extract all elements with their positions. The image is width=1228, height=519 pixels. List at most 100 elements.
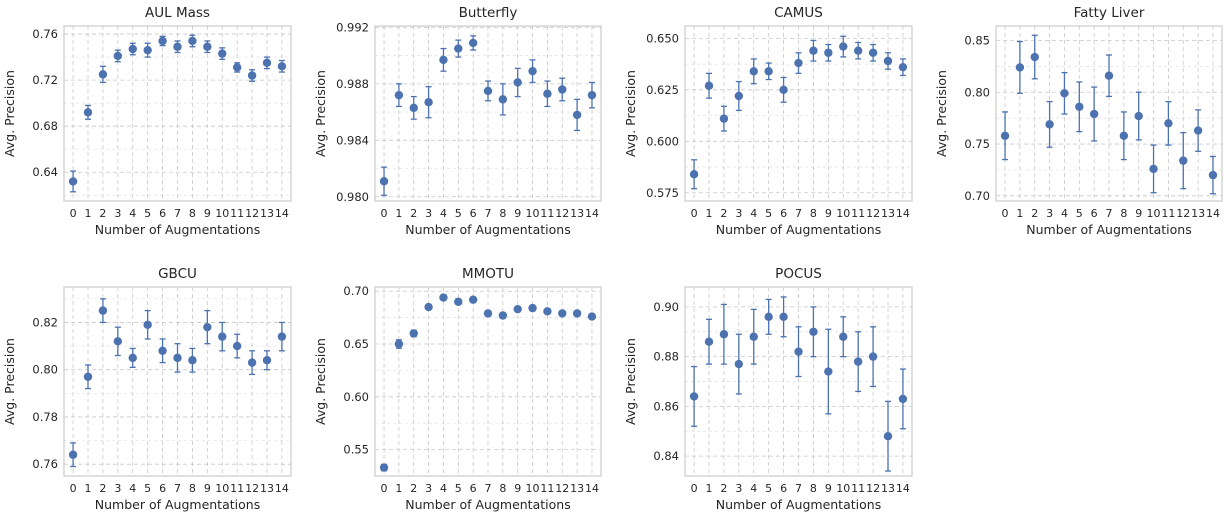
x-tick-label: 4 xyxy=(440,207,447,220)
y-tick-label: 0.988 xyxy=(336,77,369,91)
x-axis-label: Number of Augmentations xyxy=(405,497,570,512)
data-point xyxy=(558,309,567,318)
y-tick-label: 0.76 xyxy=(32,27,58,41)
grid xyxy=(375,26,601,201)
x-tick-label: 4 xyxy=(750,482,757,495)
data-point xyxy=(689,170,699,179)
y-tick-label: 0.84 xyxy=(653,449,679,463)
x-tick-label: 7 xyxy=(795,482,802,495)
x-tick-label: 2 xyxy=(720,207,727,220)
data-point xyxy=(128,353,137,363)
y-tick-label: 0.980 xyxy=(336,190,369,204)
x-tick-label: 7 xyxy=(174,482,181,495)
x-tick-label: 5 xyxy=(455,207,462,220)
data-point xyxy=(232,341,242,351)
x-tick-label: 2 xyxy=(410,207,417,220)
y-tick-label: 0.90 xyxy=(653,300,679,314)
x-tick-label: 11 xyxy=(540,207,554,220)
data-point xyxy=(143,320,152,329)
x-tick-label: 12 xyxy=(866,207,880,220)
x-tick-label: 13 xyxy=(570,482,584,495)
data-point xyxy=(824,367,833,376)
data-point xyxy=(528,303,537,313)
x-tick-label: 13 xyxy=(260,207,274,220)
data-point xyxy=(809,46,818,55)
grid xyxy=(996,26,1222,201)
data-point xyxy=(483,86,493,96)
y-tick-label: 0.70 xyxy=(343,284,369,298)
grid xyxy=(685,287,912,476)
x-tick-label: 14 xyxy=(896,207,910,220)
data-point xyxy=(468,295,478,304)
data-point xyxy=(113,51,123,61)
data-point xyxy=(853,46,863,55)
data-point xyxy=(218,332,227,341)
x-tick-label: 10 xyxy=(526,207,540,220)
grid xyxy=(64,26,291,201)
data-point xyxy=(839,42,848,51)
x-tick-label: 4 xyxy=(440,482,447,495)
x-tick-label: 3 xyxy=(114,207,121,220)
data-point xyxy=(128,44,137,54)
data-point xyxy=(1134,111,1143,121)
y-axis-label: Avg. Precision xyxy=(313,70,328,157)
data-point xyxy=(98,70,108,79)
chart-title: Butterfly xyxy=(459,5,518,21)
x-tick-label: 4 xyxy=(750,207,757,220)
y-tick-label: 0.55 xyxy=(343,443,369,457)
y-axis-label: Avg. Precision xyxy=(2,338,17,425)
x-tick-label: 12 xyxy=(866,482,880,495)
chart-title: AUL Mass xyxy=(145,5,210,21)
y-tick-label: 0.64 xyxy=(32,165,58,179)
data-point xyxy=(587,90,597,100)
data-point xyxy=(587,312,597,321)
x-tick-label: 2 xyxy=(99,482,106,495)
data-point xyxy=(173,42,182,51)
x-tick-label: 8 xyxy=(189,207,196,220)
y-axis-label: Avg. Precision xyxy=(2,70,17,157)
x-tick-label: 9 xyxy=(514,207,521,220)
data-point xyxy=(794,58,803,68)
data-point xyxy=(439,293,448,302)
x-tick-label: 0 xyxy=(70,482,77,495)
x-axis-label: Number of Augmentations xyxy=(95,222,260,237)
x-tick-label: 14 xyxy=(896,482,910,495)
x-tick-label: 5 xyxy=(144,207,151,220)
x-tick-label: 7 xyxy=(795,207,802,220)
data-point xyxy=(513,304,522,314)
data-point xyxy=(203,42,212,51)
data-point xyxy=(1193,126,1203,135)
data-point xyxy=(1164,119,1173,128)
data-point xyxy=(68,177,78,186)
data-point xyxy=(558,85,567,94)
data-point xyxy=(868,352,878,361)
y-tick-label: 0.80 xyxy=(964,85,990,99)
x-tick-label: 9 xyxy=(825,207,832,220)
chart-title: MMOTU xyxy=(462,266,514,282)
x-tick-label: 12 xyxy=(555,482,569,495)
data-point xyxy=(719,114,729,123)
y-tick-label: 0.76 xyxy=(32,457,58,471)
data-point xyxy=(68,450,78,459)
y-tick-label: 0.600 xyxy=(646,134,679,148)
data-point xyxy=(1149,164,1158,174)
x-tick-label: 10 xyxy=(215,207,229,220)
x-tick-label: 10 xyxy=(1147,207,1161,220)
x-tick-label: 3 xyxy=(114,482,121,495)
y-tick-label: 0.80 xyxy=(32,363,58,377)
data-point xyxy=(1089,109,1099,119)
x-tick-label: 6 xyxy=(470,482,477,495)
x-tick-label: 6 xyxy=(780,482,787,495)
y-tick-label: 0.75 xyxy=(964,137,990,151)
data-point xyxy=(734,359,744,369)
x-tick-label: 1 xyxy=(705,207,712,220)
x-tick-label: 14 xyxy=(1206,207,1220,220)
x-axis-label: Number of Augmentations xyxy=(1026,222,1191,237)
data-point xyxy=(898,394,908,404)
x-tick-label: 1 xyxy=(84,482,91,495)
data-point xyxy=(1119,131,1129,140)
x-tick-label: 5 xyxy=(1076,207,1083,220)
